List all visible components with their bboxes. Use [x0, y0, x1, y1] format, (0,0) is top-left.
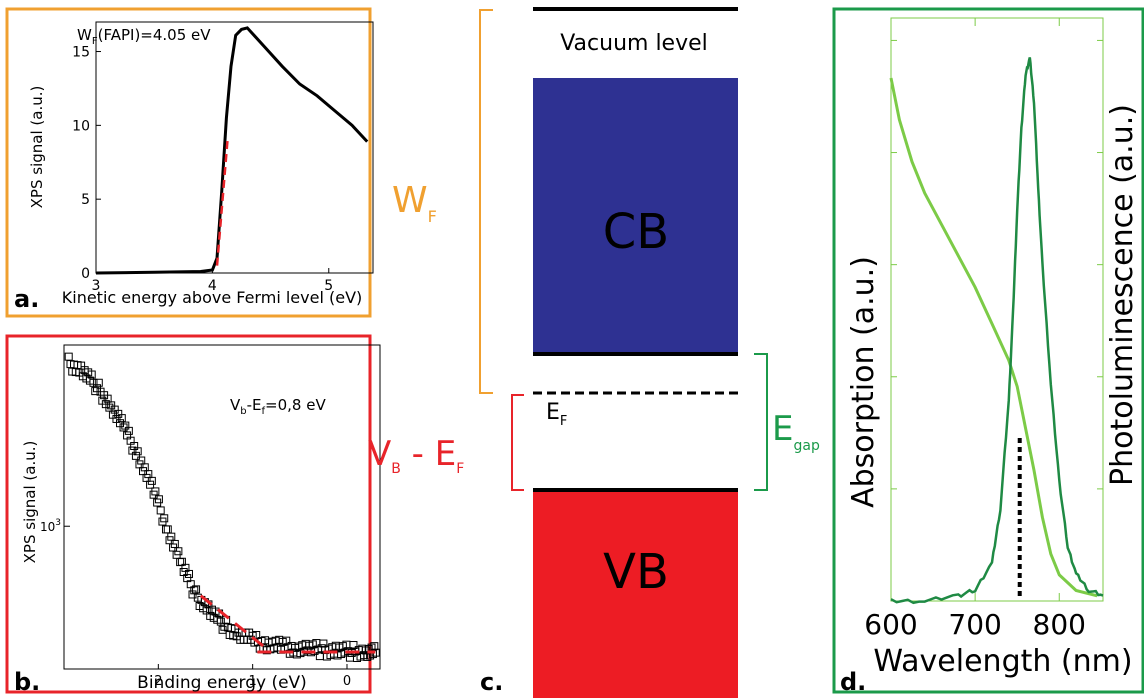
panel-b-letter: b.: [14, 668, 40, 696]
panel-a-axes: 3 4 5 0 5 10 15 WF(FAPI)=4.05 eV XPS signal (a…: [14, 21, 374, 313]
panel-a-letter: a.: [14, 285, 39, 313]
panel-d-frame: [832, 7, 1144, 694]
panel-a: 3 4 5 0 5 10 15 WF(FAPI)=4.05 eV XPS signal (a…: [5, 7, 374, 318]
egap-bracket: [754, 353, 768, 491]
panel-a-y-label: XPS signal (a.u.): [28, 86, 46, 209]
panel-d-x-tick-label: 700: [948, 608, 1001, 641]
panel-a-fit-line: [215, 140, 229, 266]
panel-b-point: [94, 378, 103, 387]
panel-b-data-points: [64, 352, 380, 663]
panel-b-x-tick-label: 0: [343, 674, 351, 689]
panel-a-y-tick-label: 15: [72, 45, 90, 61]
valence-band: [533, 490, 738, 698]
panel-d-y2-label: Photoluminescence (a.u.): [1105, 104, 1140, 486]
fermi-level-label: EF: [546, 400, 567, 429]
panel-b-x-tick-label: 2: [154, 674, 162, 689]
panel-b-point: [160, 514, 169, 523]
egap-label: Egap: [772, 409, 820, 454]
panel-c: Vacuum level CB EF VB WF VB - EF Egap c.: [368, 7, 820, 698]
panel-b-x-label: Binding energy (eV): [137, 673, 307, 693]
panel-b-point: [363, 652, 372, 661]
panel-a-x-tick-label: 5: [324, 278, 333, 294]
panel-d-x-label: Wavelength (nm): [873, 644, 1132, 679]
panel-b-point: [174, 547, 183, 556]
vacuum-level-label: Vacuum level: [560, 31, 708, 56]
panel-b-point: [64, 352, 73, 361]
conduction-band: [533, 78, 738, 354]
panel-b-point: [131, 451, 140, 460]
panel-b-point: [163, 525, 172, 534]
panel-b-point: [87, 370, 96, 379]
panel-c-letter: c.: [480, 668, 503, 696]
panel-b-point: [184, 569, 193, 578]
panel-a-x-label: Kinetic energy above Fermi level (eV): [62, 288, 363, 307]
panel-b-x-tick-label: 1: [249, 674, 257, 689]
panel-b-point: [147, 476, 156, 485]
panel-a-y-tick-label: 5: [81, 192, 90, 208]
panel-b-fit-line: [199, 594, 268, 651]
panel-b-point: [161, 525, 170, 534]
panel-a-y-tick-label: 0: [81, 266, 90, 282]
panel-d-y-label: Absorption (a.u.): [846, 256, 881, 508]
panel-a-x-tick-label: 4: [208, 278, 217, 294]
panel-d-letter: d.: [840, 668, 866, 696]
panel-d-x-tick-label: 800: [1033, 608, 1086, 641]
panel-b-point: [349, 641, 358, 650]
vbef-bracket: [511, 394, 524, 491]
panel-b-point: [133, 447, 142, 456]
absorption-curve: [889, 77, 1098, 598]
panel-b-point: [370, 642, 379, 651]
panel-a-xps-curve: [95, 26, 369, 275]
panel-d-axes: 600 700 800 Absorption (a.u.) Photolumines…: [840, 17, 1140, 696]
panel-b-frame: [5, 334, 372, 694]
panel-b: 2 1 0 103 Vb-Ef=0,8 eV XPS signal (a.u.) Bi…: [5, 334, 381, 696]
vb-label: VB: [603, 544, 669, 600]
panel-b-y-label: XPS signal (a.u.): [21, 441, 39, 564]
panel-b-point: [151, 487, 160, 496]
panel-d-x-tick-label: 600: [864, 608, 917, 641]
panel-b-annotation: Vb-Ef=0,8 eV: [230, 396, 326, 417]
panel-b-point: [91, 387, 100, 396]
panel-b-axes: 2 1 0 103 Vb-Ef=0,8 eV XPS signal (a.u.) Bi…: [14, 344, 381, 696]
panel-a-y-tick-label: 10: [72, 118, 90, 134]
vbef-label: VB - EF: [368, 434, 464, 477]
panel-d: 600 700 800 Absorption (a.u.) Photolumines…: [832, 7, 1144, 696]
panel-b-y-tick-label: 103: [40, 518, 61, 534]
panel-b-point: [156, 506, 165, 515]
cb-label: CB: [603, 204, 669, 260]
wf-bracket: [479, 9, 493, 394]
photoluminescence-curve: [890, 57, 1104, 605]
panel-b-point: [319, 639, 328, 648]
wf-label: WF: [392, 180, 437, 226]
panel-b-point: [124, 426, 133, 435]
panel-a-x-tick-label: 3: [92, 278, 101, 294]
panel-a-frame: [5, 7, 372, 318]
panel-b-point: [154, 495, 163, 504]
panel-a-annotation: WF(FAPI)=4.05 eV: [77, 26, 211, 47]
panel-b-point: [192, 585, 201, 594]
